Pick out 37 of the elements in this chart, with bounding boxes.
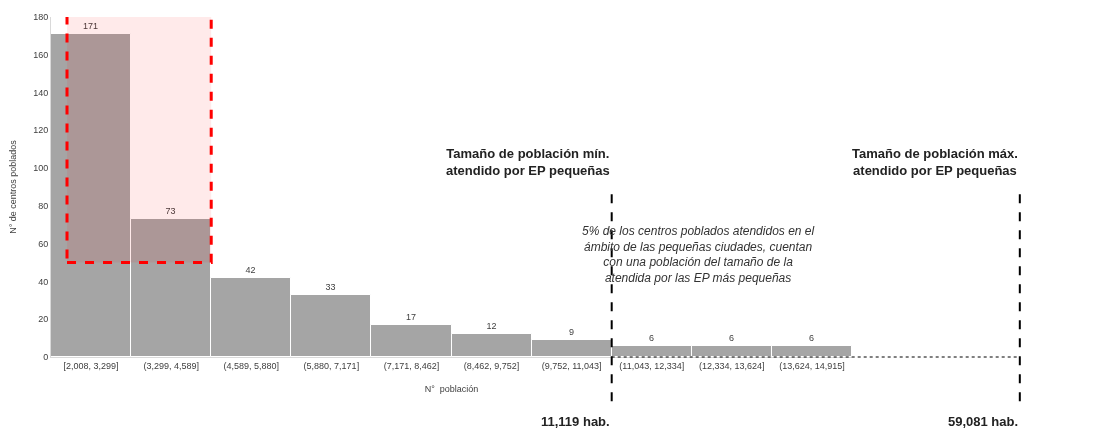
- data-label: 17: [405, 311, 417, 322]
- x-tick-label: (5,880, 7,171]: [303, 360, 360, 371]
- x-tick-label: (7,171, 8,462]: [383, 360, 440, 371]
- annotation: Tamaño de población mín. atendido por EP pequeñas: [446, 146, 610, 178]
- y-tick-label: 100: [33, 163, 49, 174]
- y-tick-label: 20: [38, 314, 49, 325]
- x-tick-label: (11,043, 12,334]: [619, 360, 685, 371]
- data-label: 42: [245, 264, 256, 275]
- x-axis-title: N° población: [424, 383, 479, 394]
- data-label: 6: [808, 332, 815, 343]
- y-tick-label: 60: [38, 238, 49, 249]
- x-tick-label: (4,589, 5,880]: [223, 360, 280, 371]
- y-tick-label: 160: [33, 49, 49, 60]
- data-label: 171: [82, 20, 99, 31]
- x-tick-label: (8,462, 9,752]: [463, 360, 520, 371]
- data-label: 6: [648, 332, 655, 343]
- y-tick-label: 120: [33, 125, 49, 136]
- annotation: Tamaño de población máx. atendido por EP pequeñas: [852, 146, 1018, 178]
- data-label: 12: [486, 320, 497, 331]
- data-label: 33: [325, 281, 336, 292]
- data-label: 73: [165, 205, 176, 216]
- x-tick-label: (9,752, 11,043]: [541, 360, 602, 371]
- x-tick-label: (3,299, 4,589]: [143, 360, 199, 371]
- annotation: 5% de los centros poblados atendidos en el ámbito de las pequeñas ciudades, cuentan con una población del tamaño de la atendida por las EP más pequeñas: [582, 224, 815, 285]
- x-tick-label: (13,624, 14,915]: [779, 360, 845, 371]
- text: 11,119 hab.: [541, 414, 610, 429]
- data-label: 6: [728, 332, 735, 343]
- y-axis-title: N° de centros poblados: [7, 139, 18, 234]
- y-tick-label: 0: [43, 352, 49, 363]
- y-tick-label: 40: [38, 276, 49, 287]
- y-tick-label: 140: [33, 87, 49, 98]
- data-label: 9: [568, 326, 575, 337]
- text: 59,081 hab.: [948, 414, 1019, 429]
- x-tick-label: (12,334, 13,624]: [699, 360, 765, 371]
- y-tick-label: 180: [33, 12, 49, 23]
- y-tick-label: 80: [38, 201, 49, 212]
- x-tick-label: [2,008, 3,299]: [63, 360, 119, 371]
